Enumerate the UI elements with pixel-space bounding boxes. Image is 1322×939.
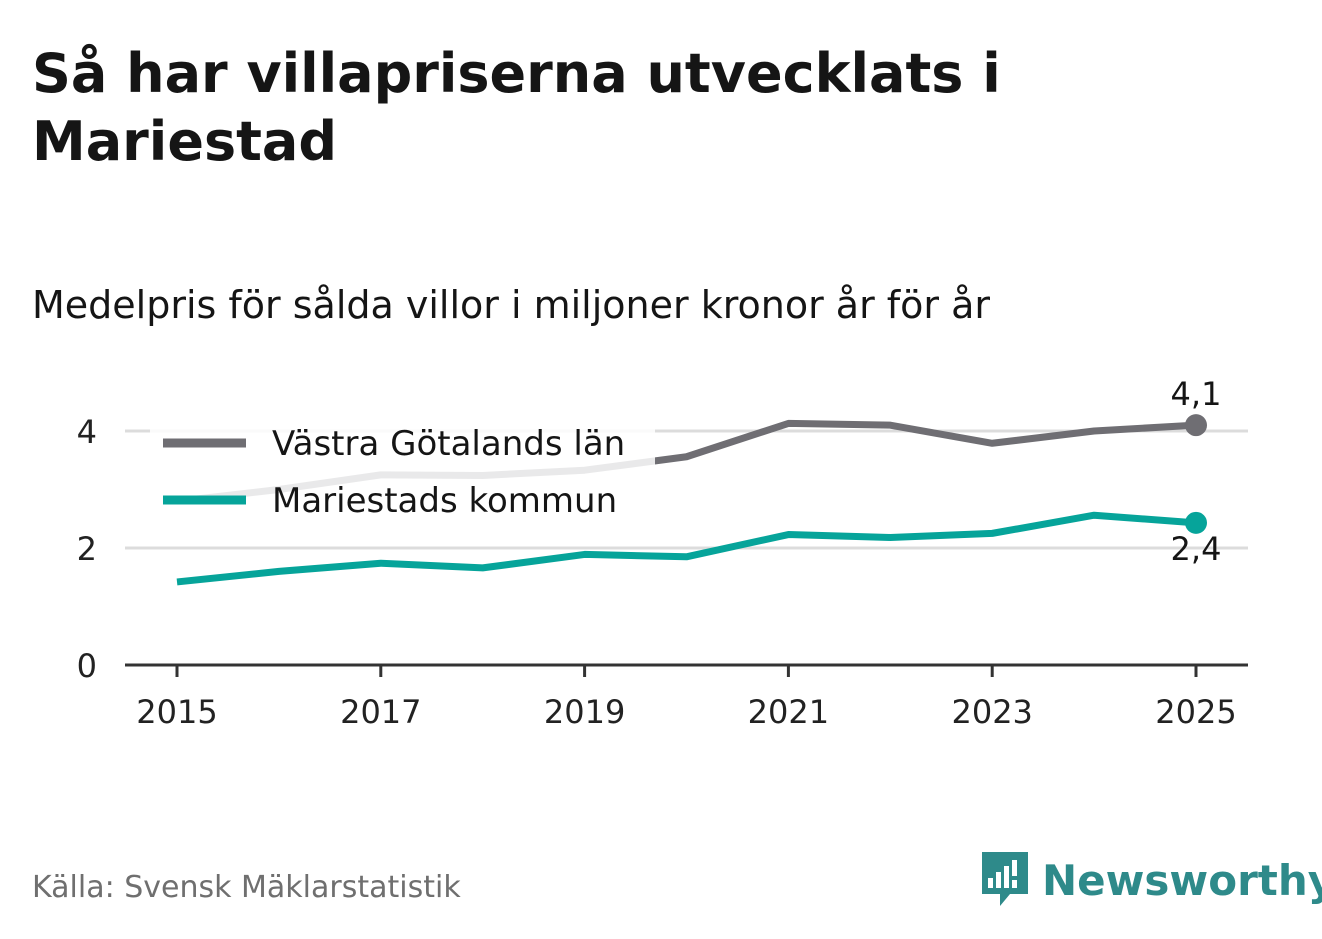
x-tick-label: 2021 [748,693,829,731]
x-tick-label: 2023 [951,693,1032,731]
newsworthy-logo[interactable]: Newsworthy [980,850,1322,910]
chart-title: Så har villapriserna utvecklats i Maries… [32,42,1001,173]
series-line-kommun [176,511,1197,586]
x-tick-label: 2015 [136,693,217,731]
chart-subtitle: Medelpris för sålda villor i miljoner kr… [32,283,991,327]
source-note: Källa: Svensk Mäklarstatistik [32,870,461,905]
end-value-label-kommun: 2,4 [1171,530,1222,568]
legend-label-kommun: Mariestads kommun [272,481,617,521]
x-tick-label: 2025 [1155,693,1236,731]
end-value-label-lan: 4,1 [1171,375,1222,413]
x-tick-label: 2017 [340,693,421,731]
legend-backdrop [150,408,655,528]
brand-name: Newsworthy [1042,855,1322,905]
line-chart: 0 2 4 2015 2017 2019 2021 2023 2025 Västra Götal… [77,375,1248,731]
series-end-dot-lan [1185,414,1207,437]
y-tick-label: 4 [77,413,97,451]
newsworthy-logo-icon [982,852,1028,906]
x-tick-label: 2019 [544,693,625,731]
series-end-dot-kommun [1185,511,1207,534]
y-tick-label: 2 [77,530,97,568]
legend-label-lan: Västra Götalands län [272,424,625,464]
y-tick-label: 0 [77,647,97,685]
